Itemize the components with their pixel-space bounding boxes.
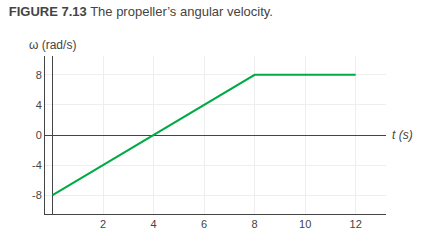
svg-text:2: 2 [100,218,106,230]
svg-text:6: 6 [201,218,207,230]
svg-text:-8: -8 [32,189,42,201]
svg-text:FIGURE 7.13 The propeller’s an: FIGURE 7.13 The propeller’s angular velo… [9,4,273,19]
svg-text:8: 8 [36,69,42,81]
svg-text:-4: -4 [32,159,42,171]
svg-text:8: 8 [252,218,258,230]
svg-text:t (s): t (s) [392,128,413,142]
svg-text:0: 0 [36,129,42,141]
svg-text:4: 4 [36,99,42,111]
svg-text:4: 4 [151,218,157,230]
svg-text:ω (rad/s): ω (rad/s) [29,38,76,52]
svg-text:10: 10 [299,218,311,230]
svg-text:12: 12 [350,218,362,230]
